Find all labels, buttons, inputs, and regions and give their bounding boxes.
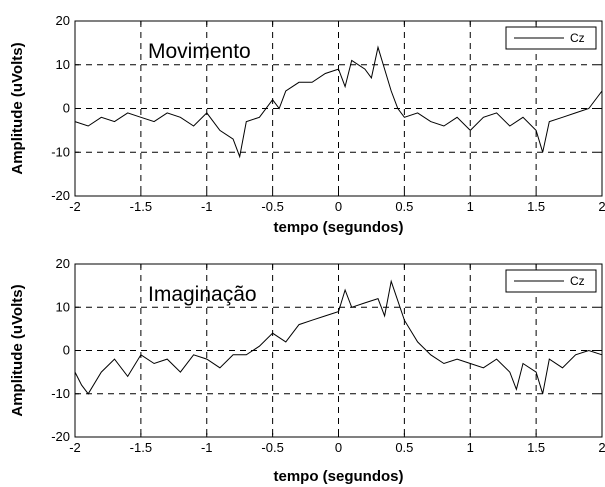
legend: Cz bbox=[505, 26, 597, 50]
x-tick-label: 2 bbox=[598, 199, 605, 214]
y-tick-label: 20 bbox=[56, 13, 70, 28]
x-tick-label: 1.5 bbox=[527, 199, 545, 214]
series-line-cz bbox=[74, 45, 603, 159]
panel-movimento: -2 -1.5 -1 -0.5 0 0.5 1 1.5 2 20 10 0 -10 -20 tempo … bbox=[9, 13, 605, 236]
panel-annotation: Imaginação bbox=[148, 283, 257, 306]
x-tick-label: 1 bbox=[467, 199, 474, 214]
grid-lines bbox=[75, 21, 602, 196]
y-axis-label: Amplitude (uVolts) bbox=[9, 284, 26, 416]
y-axis-label: Amplitude (uVolts) bbox=[9, 42, 26, 174]
axis-ticks bbox=[74, 20, 603, 197]
x-tick-label: 0.5 bbox=[395, 440, 413, 455]
y-tick-label: -10 bbox=[51, 144, 70, 159]
x-tick-label: 0 bbox=[335, 440, 342, 455]
y-tick-label: 10 bbox=[56, 57, 70, 72]
legend: Cz bbox=[505, 269, 597, 293]
x-tick-label: 2 bbox=[598, 440, 605, 455]
legend-label-cz: Cz bbox=[570, 31, 585, 45]
x-tick-labels: -2 -1.5 -1 -0.5 0 0.5 1 1.5 2 bbox=[69, 440, 605, 455]
y-tick-label: 0 bbox=[63, 343, 70, 358]
x-axis-label: tempo (segundos) bbox=[274, 468, 404, 485]
x-tick-label: -1 bbox=[201, 199, 213, 214]
x-tick-label: -2 bbox=[69, 199, 81, 214]
y-tick-label: 20 bbox=[56, 256, 70, 271]
x-tick-label: -0.5 bbox=[261, 199, 283, 214]
x-tick-label: -1.5 bbox=[130, 440, 152, 455]
x-tick-label: -0.5 bbox=[261, 440, 283, 455]
axis-ticks bbox=[74, 263, 603, 438]
panel-annotation: Movimento bbox=[148, 40, 251, 63]
x-tick-label: -1 bbox=[201, 440, 213, 455]
x-tick-label: -2 bbox=[69, 440, 81, 455]
x-tick-label: 0.5 bbox=[395, 199, 413, 214]
x-tick-label: 0 bbox=[335, 199, 342, 214]
grid-lines bbox=[75, 264, 602, 437]
y-tick-labels: 20 10 0 -10 -20 bbox=[51, 13, 70, 203]
y-tick-label: 10 bbox=[56, 299, 70, 314]
x-tick-label: 1 bbox=[467, 440, 474, 455]
series-line-cz bbox=[74, 279, 603, 395]
y-tick-label: -10 bbox=[51, 386, 70, 401]
y-tick-labels: 20 10 0 -10 -20 bbox=[51, 256, 70, 444]
y-tick-label: -20 bbox=[51, 188, 70, 203]
x-tick-label: 1.5 bbox=[527, 440, 545, 455]
x-tick-labels: -2 -1.5 -1 -0.5 0 0.5 1 1.5 2 bbox=[69, 199, 605, 214]
legend-label-cz: Cz bbox=[570, 274, 585, 288]
y-tick-label: -20 bbox=[51, 429, 70, 444]
x-tick-label: -1.5 bbox=[130, 199, 152, 214]
panel-imaginacao: -2 -1.5 -1 -0.5 0 0.5 1 1.5 2 20 10 0 -10 -20 tempo … bbox=[9, 256, 605, 485]
x-axis-label: tempo (segundos) bbox=[274, 219, 404, 236]
y-tick-label: 0 bbox=[63, 101, 70, 116]
